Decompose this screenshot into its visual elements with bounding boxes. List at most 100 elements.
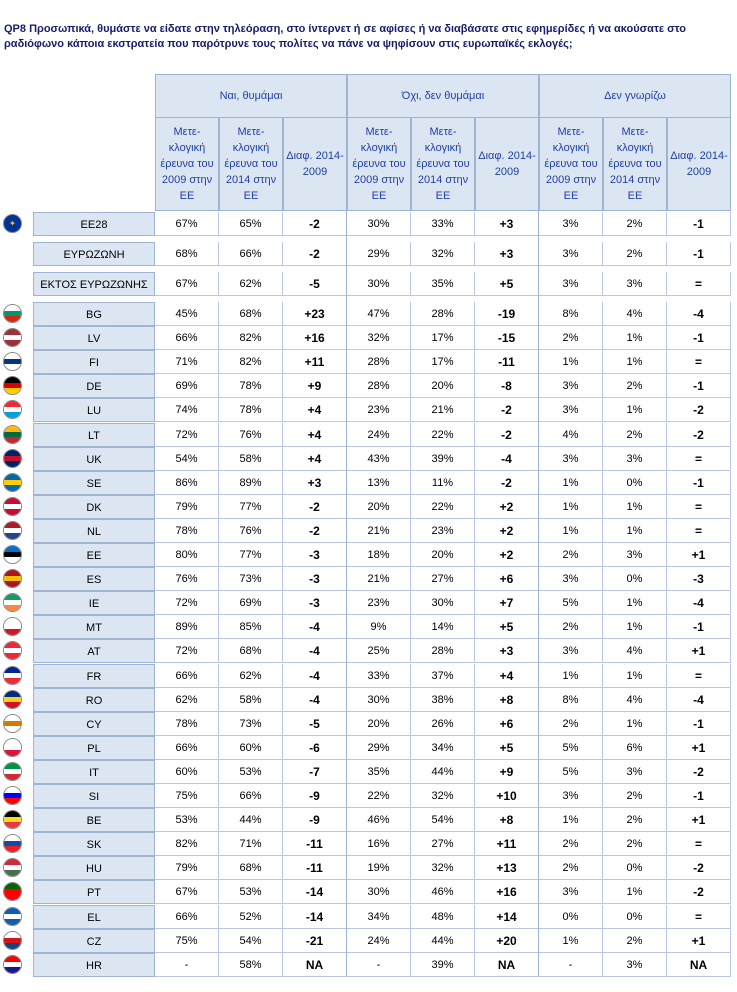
flag-be <box>3 810 22 829</box>
value-cell: - <box>155 953 219 977</box>
value-cell: 78% <box>155 519 219 543</box>
value-cell: 4% <box>603 302 667 326</box>
value-cell: 82% <box>219 326 283 350</box>
value-cell: 52% <box>219 905 283 929</box>
value-cell: 39% <box>411 953 475 977</box>
difference-cell: -2 <box>667 760 731 784</box>
difference-cell: +10 <box>475 784 539 808</box>
value-cell: 66% <box>155 905 219 929</box>
value-cell: 1% <box>603 591 667 615</box>
value-cell: 30% <box>411 591 475 615</box>
value-cell: 22% <box>411 423 475 447</box>
value-cell: 27% <box>411 567 475 591</box>
flag-de <box>3 376 22 395</box>
difference-cell: -4 <box>283 639 347 663</box>
value-cell: 16% <box>347 832 411 856</box>
value-cell: 3% <box>603 543 667 567</box>
flag-εε28: ✦ <box>3 214 22 233</box>
difference-cell: +23 <box>283 302 347 326</box>
value-cell: 67% <box>155 212 219 236</box>
difference-cell: -9 <box>283 784 347 808</box>
value-cell: 28% <box>347 374 411 398</box>
difference-cell: -3 <box>667 567 731 591</box>
value-cell: 69% <box>155 374 219 398</box>
value-cell: 44% <box>411 929 475 953</box>
flag-se <box>3 473 22 492</box>
difference-cell: NA <box>667 953 731 977</box>
value-cell: 66% <box>219 784 283 808</box>
difference-cell: = <box>667 519 731 543</box>
value-cell: 76% <box>155 567 219 591</box>
value-cell: 68% <box>155 242 219 266</box>
value-cell: 67% <box>155 272 219 296</box>
difference-cell: +11 <box>283 350 347 374</box>
difference-cell: -6 <box>283 736 347 760</box>
value-cell: 73% <box>219 567 283 591</box>
value-cell: 2% <box>603 423 667 447</box>
row-label: IE <box>33 591 155 615</box>
value-cell: 72% <box>155 591 219 615</box>
value-cell: 78% <box>219 374 283 398</box>
value-cell: 54% <box>155 447 219 471</box>
value-cell: 17% <box>411 326 475 350</box>
value-cell: 35% <box>347 760 411 784</box>
flag-hr <box>3 955 22 974</box>
value-cell: 9% <box>347 615 411 639</box>
difference-cell: +2 <box>475 543 539 567</box>
difference-cell: +1 <box>667 736 731 760</box>
value-cell: 6% <box>603 736 667 760</box>
value-cell: 62% <box>155 688 219 712</box>
value-cell: 4% <box>603 639 667 663</box>
value-cell: 3% <box>539 784 603 808</box>
difference-cell: -2 <box>283 242 347 266</box>
value-cell: 75% <box>155 784 219 808</box>
value-cell: 78% <box>219 398 283 422</box>
row-label: PT <box>33 880 155 904</box>
value-cell: 53% <box>155 808 219 832</box>
flag-uk <box>3 449 22 468</box>
difference-cell: = <box>667 664 731 688</box>
eu-stars-icon: ✦ <box>9 219 16 228</box>
difference-cell: +2 <box>475 495 539 519</box>
value-cell: 8% <box>539 302 603 326</box>
difference-cell: -2 <box>283 495 347 519</box>
flag-cz <box>3 931 22 950</box>
value-cell: 0% <box>603 905 667 929</box>
value-cell: 37% <box>411 664 475 688</box>
group-separator <box>538 74 539 976</box>
difference-cell: -1 <box>667 212 731 236</box>
value-cell: 17% <box>411 350 475 374</box>
value-cell: 28% <box>411 639 475 663</box>
value-cell: 71% <box>219 832 283 856</box>
value-cell: 1% <box>603 519 667 543</box>
difference-cell: +5 <box>475 615 539 639</box>
value-cell: 1% <box>539 519 603 543</box>
value-cell: 58% <box>219 688 283 712</box>
difference-cell: +6 <box>475 712 539 736</box>
value-cell: 24% <box>347 929 411 953</box>
value-cell: 68% <box>219 302 283 326</box>
column-header: Διαφ. 2014-2009 <box>283 117 347 211</box>
difference-cell: -11 <box>283 856 347 880</box>
difference-cell: +9 <box>283 374 347 398</box>
column-header: Διαφ. 2014-2009 <box>475 117 539 211</box>
group-header: Δεν γνωρίζω <box>539 74 731 118</box>
difference-cell: +4 <box>475 664 539 688</box>
value-cell: 3% <box>603 447 667 471</box>
value-cell: 46% <box>411 880 475 904</box>
difference-cell: -14 <box>283 880 347 904</box>
flag-hu <box>3 858 22 877</box>
difference-cell: -2 <box>667 856 731 880</box>
difference-cell: = <box>667 832 731 856</box>
row-label: ΕΥΡΩΖΩΝΗ <box>33 242 155 266</box>
row-label: ES <box>33 567 155 591</box>
value-cell: 77% <box>219 495 283 519</box>
difference-cell: -21 <box>283 929 347 953</box>
value-cell: 1% <box>603 664 667 688</box>
value-cell: 2% <box>603 212 667 236</box>
difference-cell: +1 <box>667 929 731 953</box>
value-cell: 76% <box>219 423 283 447</box>
value-cell: 11% <box>411 471 475 495</box>
row-label: LU <box>33 398 155 422</box>
value-cell: 72% <box>155 423 219 447</box>
